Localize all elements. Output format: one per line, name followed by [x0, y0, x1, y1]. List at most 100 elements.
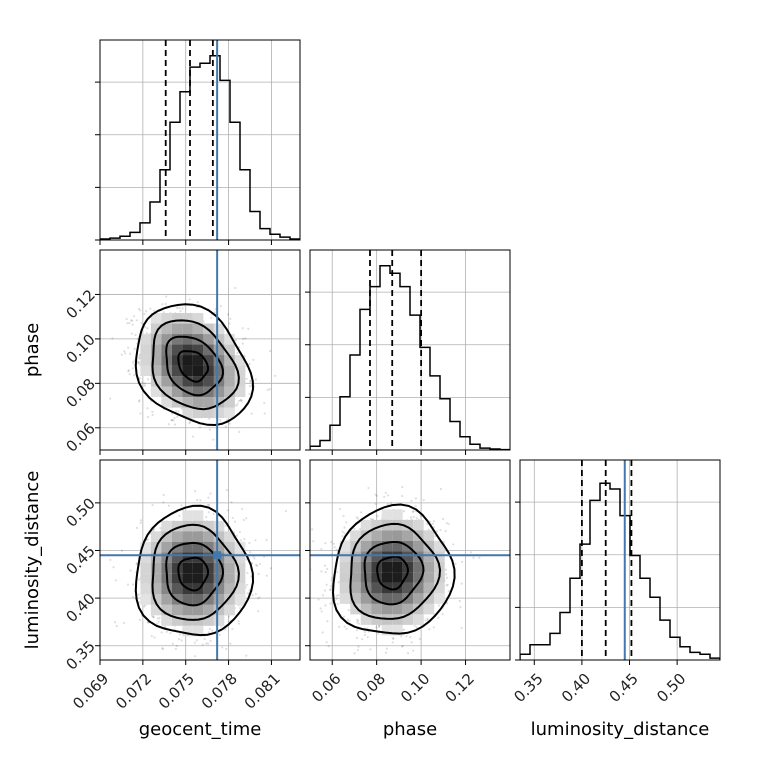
sample-point	[162, 311, 165, 314]
sample-point	[452, 543, 455, 546]
density-cell	[371, 582, 382, 594]
sample-point	[115, 624, 118, 628]
sample-point	[321, 631, 324, 634]
sample-point	[205, 642, 208, 645]
density-cell	[161, 615, 172, 626]
sample-point	[133, 347, 136, 350]
sample-point	[240, 604, 243, 607]
sample-point	[167, 504, 171, 507]
sample-point	[127, 370, 130, 373]
sample-point	[188, 298, 191, 301]
sample-point	[111, 337, 114, 340]
density-cell	[381, 561, 393, 573]
contour-0	[376, 555, 409, 591]
sample-point	[139, 521, 142, 525]
y-axis-label-luminosity_distance: luminosity_distance	[22, 471, 43, 650]
sample-point	[469, 551, 473, 554]
sample-point	[159, 526, 162, 530]
density-cell	[224, 355, 235, 366]
density-cell	[192, 365, 204, 377]
sample-point	[384, 651, 388, 654]
density-cell	[150, 355, 162, 366]
sample-point	[439, 487, 442, 491]
sample-point	[226, 509, 229, 512]
x-tick-label-luminosity_distance: 0.45	[606, 670, 642, 706]
sample-point	[146, 538, 149, 541]
sample-point	[269, 349, 272, 353]
sample-point	[374, 493, 377, 496]
density-cell	[182, 562, 193, 574]
sample-point	[445, 576, 449, 579]
density-cell	[140, 583, 151, 595]
density-cell	[434, 593, 445, 604]
sample-point	[203, 637, 206, 641]
sample-point	[131, 583, 135, 586]
x-tick-label-geocent_time: 0.078	[198, 670, 241, 713]
density-cell	[171, 562, 183, 574]
density-cell	[203, 594, 214, 605]
sample-point	[265, 574, 268, 577]
sample-point	[194, 490, 197, 493]
sample-point	[356, 648, 360, 652]
density-cell	[360, 561, 372, 573]
density-cell	[192, 355, 204, 366]
density-cell	[192, 531, 204, 542]
density-cell	[213, 365, 225, 377]
y-tick-label-luminosity_distance: 0.40	[62, 590, 98, 626]
y-tick-label-phase: 0.08	[62, 375, 98, 411]
sample-point	[231, 627, 234, 631]
sample-point	[418, 637, 421, 640]
density-map	[339, 509, 445, 636]
density-cell	[150, 365, 162, 377]
density-cell	[413, 572, 424, 583]
density-cell	[381, 603, 393, 615]
sample-point	[331, 576, 334, 579]
density-cell	[360, 593, 372, 604]
sample-point	[150, 635, 153, 638]
sample-point	[138, 601, 141, 604]
sample-point	[401, 485, 404, 489]
density-cell	[203, 562, 214, 574]
sample-point	[126, 583, 130, 586]
panel-frame	[99, 39, 301, 241]
density-cell	[402, 603, 414, 615]
sample-point	[139, 309, 142, 312]
panel-frame	[519, 459, 721, 661]
sample-point	[236, 402, 239, 405]
sample-point	[444, 568, 448, 571]
density-cell	[171, 615, 183, 626]
sample-point	[139, 412, 142, 415]
density-cell	[150, 531, 162, 542]
sample-point	[343, 625, 346, 628]
density-cell	[140, 344, 151, 356]
contour-1	[165, 541, 225, 607]
density-cell	[213, 334, 225, 345]
sample-point	[324, 571, 327, 574]
sample-point	[165, 630, 168, 633]
density-cell	[360, 530, 372, 541]
density-cell	[224, 541, 235, 553]
x-tick-label-geocent_time: 0.081	[241, 670, 284, 713]
density-cell	[423, 582, 435, 594]
sample-point	[392, 637, 395, 640]
sample-point	[405, 635, 408, 638]
sample-point	[345, 627, 348, 630]
sample-point	[319, 607, 322, 610]
sample-point	[254, 378, 258, 381]
density-cell	[203, 520, 214, 532]
density-cell	[161, 323, 172, 335]
density-cell	[203, 355, 214, 366]
density-cell	[350, 572, 361, 583]
density-cell	[192, 625, 204, 637]
sample-point	[156, 617, 159, 620]
sample-point	[219, 305, 222, 308]
truth-marker	[213, 551, 222, 560]
sample-point	[196, 300, 199, 304]
sample-point	[161, 303, 164, 306]
density-cell	[203, 376, 214, 387]
density-cell	[171, 573, 183, 584]
density-cell	[203, 541, 214, 553]
contour-2	[151, 523, 240, 621]
sample-point	[323, 589, 327, 592]
sample-point	[441, 613, 444, 616]
